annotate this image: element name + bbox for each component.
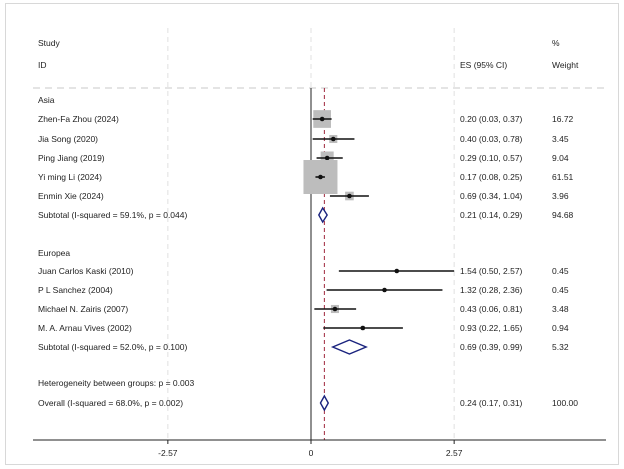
- study-label: Ping Jiang (2019): [38, 153, 105, 163]
- study-label: M. A. Arnau Vives (2002): [38, 323, 132, 333]
- group-label: Asia: [38, 95, 55, 105]
- es-ci-value: 0.29 (0.10, 0.57): [460, 153, 523, 163]
- point-estimate: [394, 268, 400, 274]
- header-study: Study: [38, 38, 60, 48]
- group-label: Europea: [38, 248, 70, 258]
- point-estimate: [319, 116, 325, 122]
- subtotal-label: Subtotal (I-squared = 59.1%, p = 0.044): [38, 210, 187, 220]
- header-es: ES (95% CI): [460, 60, 507, 70]
- es-ci-value: 0.69 (0.39, 0.99): [460, 342, 523, 352]
- es-ci-value: 0.20 (0.03, 0.37): [460, 114, 523, 124]
- es-ci-value: 0.40 (0.03, 0.78): [460, 134, 523, 144]
- point-estimate: [324, 155, 330, 161]
- es-ci-value: 0.17 (0.08, 0.25): [460, 172, 523, 182]
- weight-value: 16.72: [552, 114, 574, 124]
- weight-value: 3.48: [552, 304, 569, 314]
- subtotal-label: Overall (I-squared = 68.0%, p = 0.002): [38, 398, 183, 408]
- es-ci-value: 0.21 (0.14, 0.29): [460, 210, 523, 220]
- weight-value: 3.45: [552, 134, 569, 144]
- weight-value: 0.45: [552, 266, 569, 276]
- weight-value: 100.00: [552, 398, 578, 408]
- es-ci-value: 0.43 (0.06, 0.81): [460, 304, 523, 314]
- study-label: Yi ming Li (2024): [38, 172, 102, 182]
- weight-value: 9.04: [552, 153, 569, 163]
- pooled-diamond: [319, 394, 330, 412]
- es-ci-value: 0.24 (0.17, 0.31): [460, 398, 523, 408]
- pooled-diamond: [317, 206, 328, 224]
- study-label: Zhen-Fa Zhou (2024): [38, 114, 119, 124]
- study-label: Enmin Xie (2024): [38, 191, 104, 201]
- weight-value: 94.68: [552, 210, 574, 220]
- weight-value: 3.96: [552, 191, 569, 201]
- point-estimate: [382, 287, 387, 293]
- weight-value: 0.45: [552, 285, 569, 295]
- point-estimate: [347, 193, 352, 199]
- study-label: P L Sanchez (2004): [38, 285, 113, 295]
- point-estimate: [360, 325, 366, 331]
- es-ci-value: 1.32 (0.28, 2.36): [460, 285, 523, 295]
- weight-value: 5.32: [552, 342, 569, 352]
- es-ci-value: 0.69 (0.34, 1.04): [460, 191, 523, 201]
- study-label: Jia Song (2020): [38, 134, 98, 144]
- x-tick-label: 0: [309, 448, 314, 458]
- pooled-diamond: [330, 339, 368, 355]
- weight-value: 0.94: [552, 323, 569, 333]
- study-label: Juan Carlos Kaski (2010): [38, 266, 134, 276]
- es-ci-value: 0.93 (0.22, 1.65): [460, 323, 523, 333]
- point-estimate: [330, 136, 336, 142]
- header-pct: %: [552, 38, 560, 48]
- study-label: Michael N. Zairis (2007): [38, 304, 128, 314]
- chart-frame: [5, 3, 619, 465]
- subtotal-label: Subtotal (I-squared = 52.0%, p = 0.100): [38, 342, 187, 352]
- x-tick-label: -2.57: [158, 448, 178, 458]
- weight-value: 61.51: [552, 172, 574, 182]
- header-id: ID: [38, 60, 47, 70]
- x-tick-label: 2.57: [446, 448, 463, 458]
- heterogeneity-note: Heterogeneity between groups: p = 0.003: [38, 378, 194, 388]
- point-estimate: [332, 306, 338, 312]
- header-weight: Weight: [552, 60, 579, 70]
- es-ci-value: 1.54 (0.50, 2.57): [460, 266, 523, 276]
- point-estimate: [318, 174, 323, 180]
